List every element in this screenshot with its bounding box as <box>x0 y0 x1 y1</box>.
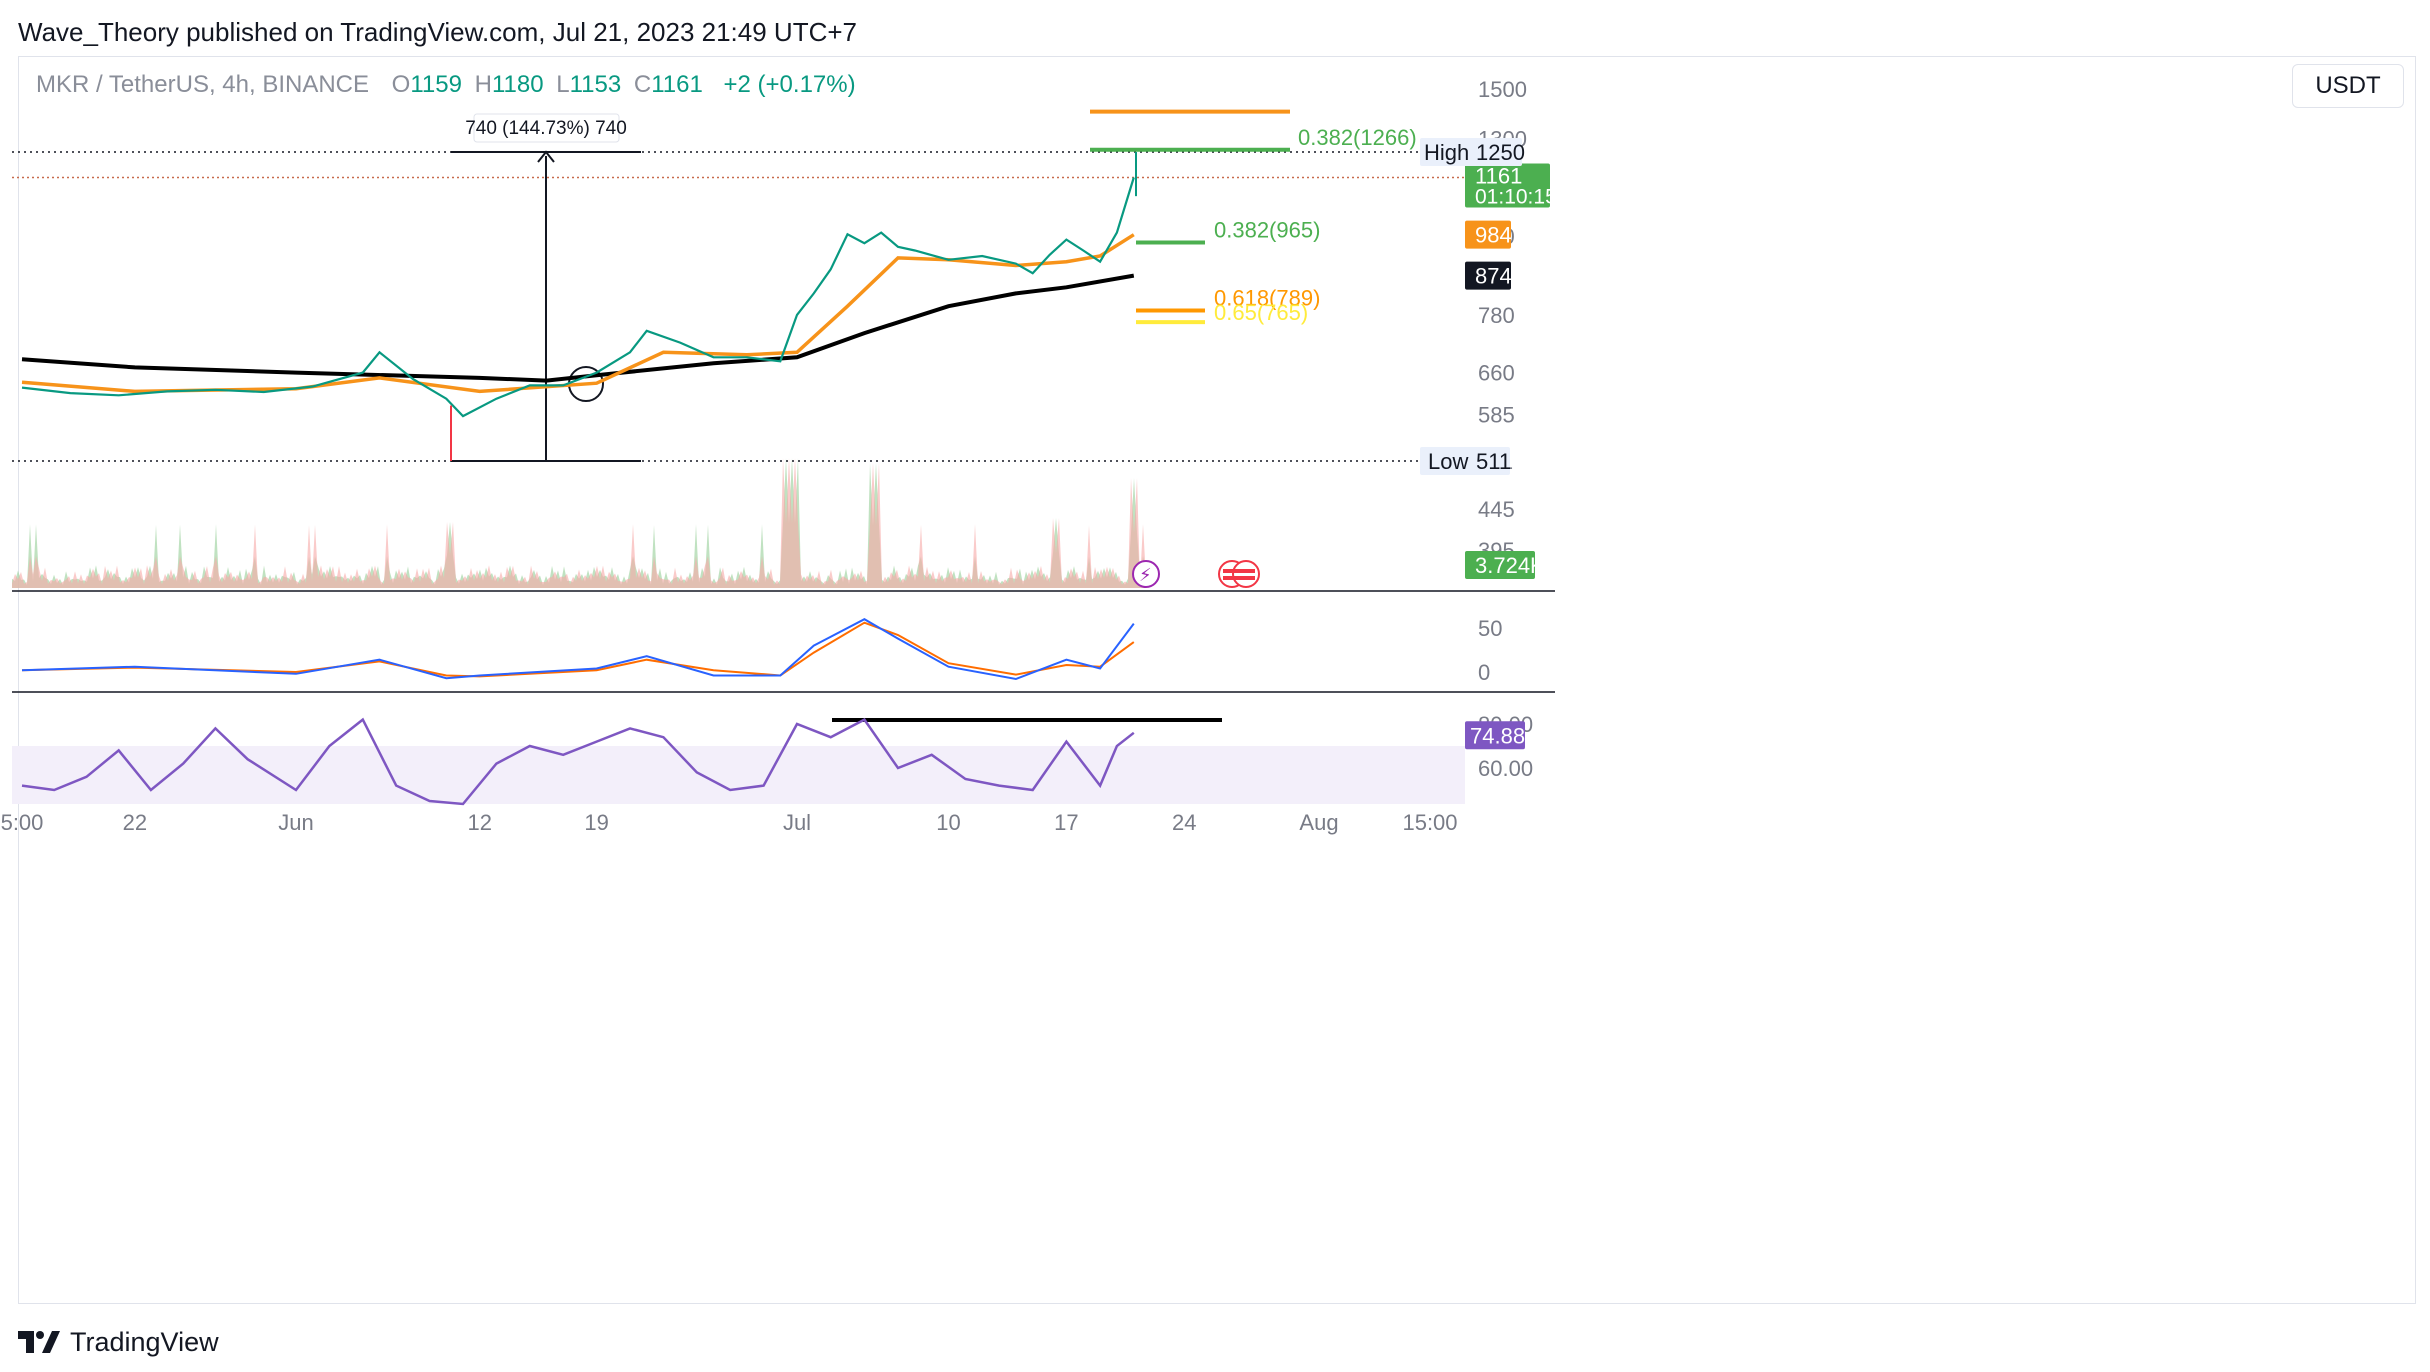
measure-label-box <box>473 113 620 143</box>
current-price-value: 1161 <box>1475 164 1522 189</box>
ema-long-price-tag <box>1465 261 1511 290</box>
price-axis-tick: 585 <box>1478 402 1515 427</box>
volume-tag <box>1465 551 1535 579</box>
symbol-name[interactable]: MKR / TetherUS, 4h, BINANCE <box>36 71 369 98</box>
close-value: 1161 <box>651 71 703 98</box>
volume-area-up <box>12 458 1146 588</box>
high-label: H <box>474 71 492 98</box>
volume-histogram <box>12 458 1146 588</box>
price-axis-tick: 1500 <box>1478 77 1527 102</box>
fib-level-label: 0.65(765) <box>1214 300 1308 325</box>
low-label: L <box>556 71 570 98</box>
low-price-tag <box>1420 447 1510 475</box>
event-flag-icon <box>1232 560 1260 588</box>
time-axis-tick: 5:00 <box>1 810 44 835</box>
volume-tag-value: 3.724K <box>1475 553 1545 578</box>
ema-short-price-tag <box>1465 220 1511 249</box>
time-axis-tick: 17 <box>1054 810 1078 835</box>
time-axis-tick: 24 <box>1172 810 1196 835</box>
high-tag-value: 1250 <box>1476 140 1525 165</box>
rsi-value: 74.88 <box>1470 723 1525 748</box>
currency-button[interactable]: USDT <box>2292 64 2404 108</box>
ema-short-price-value: 984 <box>1475 223 1512 248</box>
open-label: O <box>391 71 411 98</box>
close-label: C <box>633 71 652 98</box>
change-value: +2 (+0.17%) <box>723 71 856 98</box>
time-axis-tick: 10 <box>936 810 960 835</box>
lightning-glyph: ⚡ <box>1139 565 1152 585</box>
time-axis-tick: Aug <box>1299 810 1338 835</box>
rsi-band <box>12 746 1465 804</box>
rsi-axis-tick: 60.00 <box>1478 756 1533 781</box>
footer-brand: TradingView <box>70 1326 219 1357</box>
event-lightning-icon <box>1132 560 1160 588</box>
price-close-line <box>21 177 1135 418</box>
publisher-line: Wave_Theory published on TradingView.com… <box>18 17 857 47</box>
low-tag-value: 511 <box>1476 449 1511 474</box>
price-axis-tick: 660 <box>1478 361 1515 386</box>
ema-long-price-value: 874 <box>1475 264 1512 289</box>
time-axis-tick: Jul <box>783 810 811 835</box>
ema-long-line <box>21 273 1135 383</box>
fib-level-label: 0.618(789) <box>1214 286 1320 311</box>
time-axis-tick: 15:00 <box>1402 810 1457 835</box>
high-tag-prefix: High <box>1424 140 1469 165</box>
flag-stripe <box>1223 576 1255 580</box>
low-value: 1153 <box>569 71 622 98</box>
macd-line <box>21 618 1135 681</box>
time-axis-tick: Jun <box>278 810 313 835</box>
price-axis-tick: 445 <box>1478 497 1515 522</box>
time-axis-tick: 19 <box>584 810 608 835</box>
chart-frame <box>18 56 2416 1304</box>
rsi-line <box>21 717 1135 806</box>
symbol-legend: MKR / TetherUS, 4h, BINANCE O1159 H1180 … <box>36 68 856 102</box>
open-value: 1159 <box>410 71 462 98</box>
tradingview-logo-icon <box>18 1331 60 1353</box>
measure-label: 740 (144.73%) 740 <box>465 118 627 139</box>
measure-arrow-head <box>537 150 555 163</box>
high-value: 1180 <box>491 71 544 98</box>
macd-axis-tick: 50 <box>1478 616 1502 641</box>
low-tag-prefix: Low <box>1428 449 1468 474</box>
current-price-tag <box>1465 163 1550 208</box>
time-axis-tick: 22 <box>123 810 147 835</box>
flag-stripe <box>1223 569 1255 573</box>
time-axis-tick: 12 <box>467 810 491 835</box>
fib-level-label: 0.382(965) <box>1214 217 1320 242</box>
high-price-tag <box>1420 138 1522 166</box>
rsi-value-tag <box>1465 721 1525 750</box>
volume-area-down <box>12 458 1146 588</box>
macd-signal-line <box>21 621 1135 678</box>
current-price-countdown: 01:10:15 <box>1475 186 1557 209</box>
price-axis-tick: 780 <box>1478 303 1515 328</box>
tradingview-logo: TradingView <box>18 1324 219 1360</box>
macd-axis-tick: 0 <box>1478 660 1490 685</box>
fib-level-label: 0.382(1266) <box>1298 125 1417 150</box>
